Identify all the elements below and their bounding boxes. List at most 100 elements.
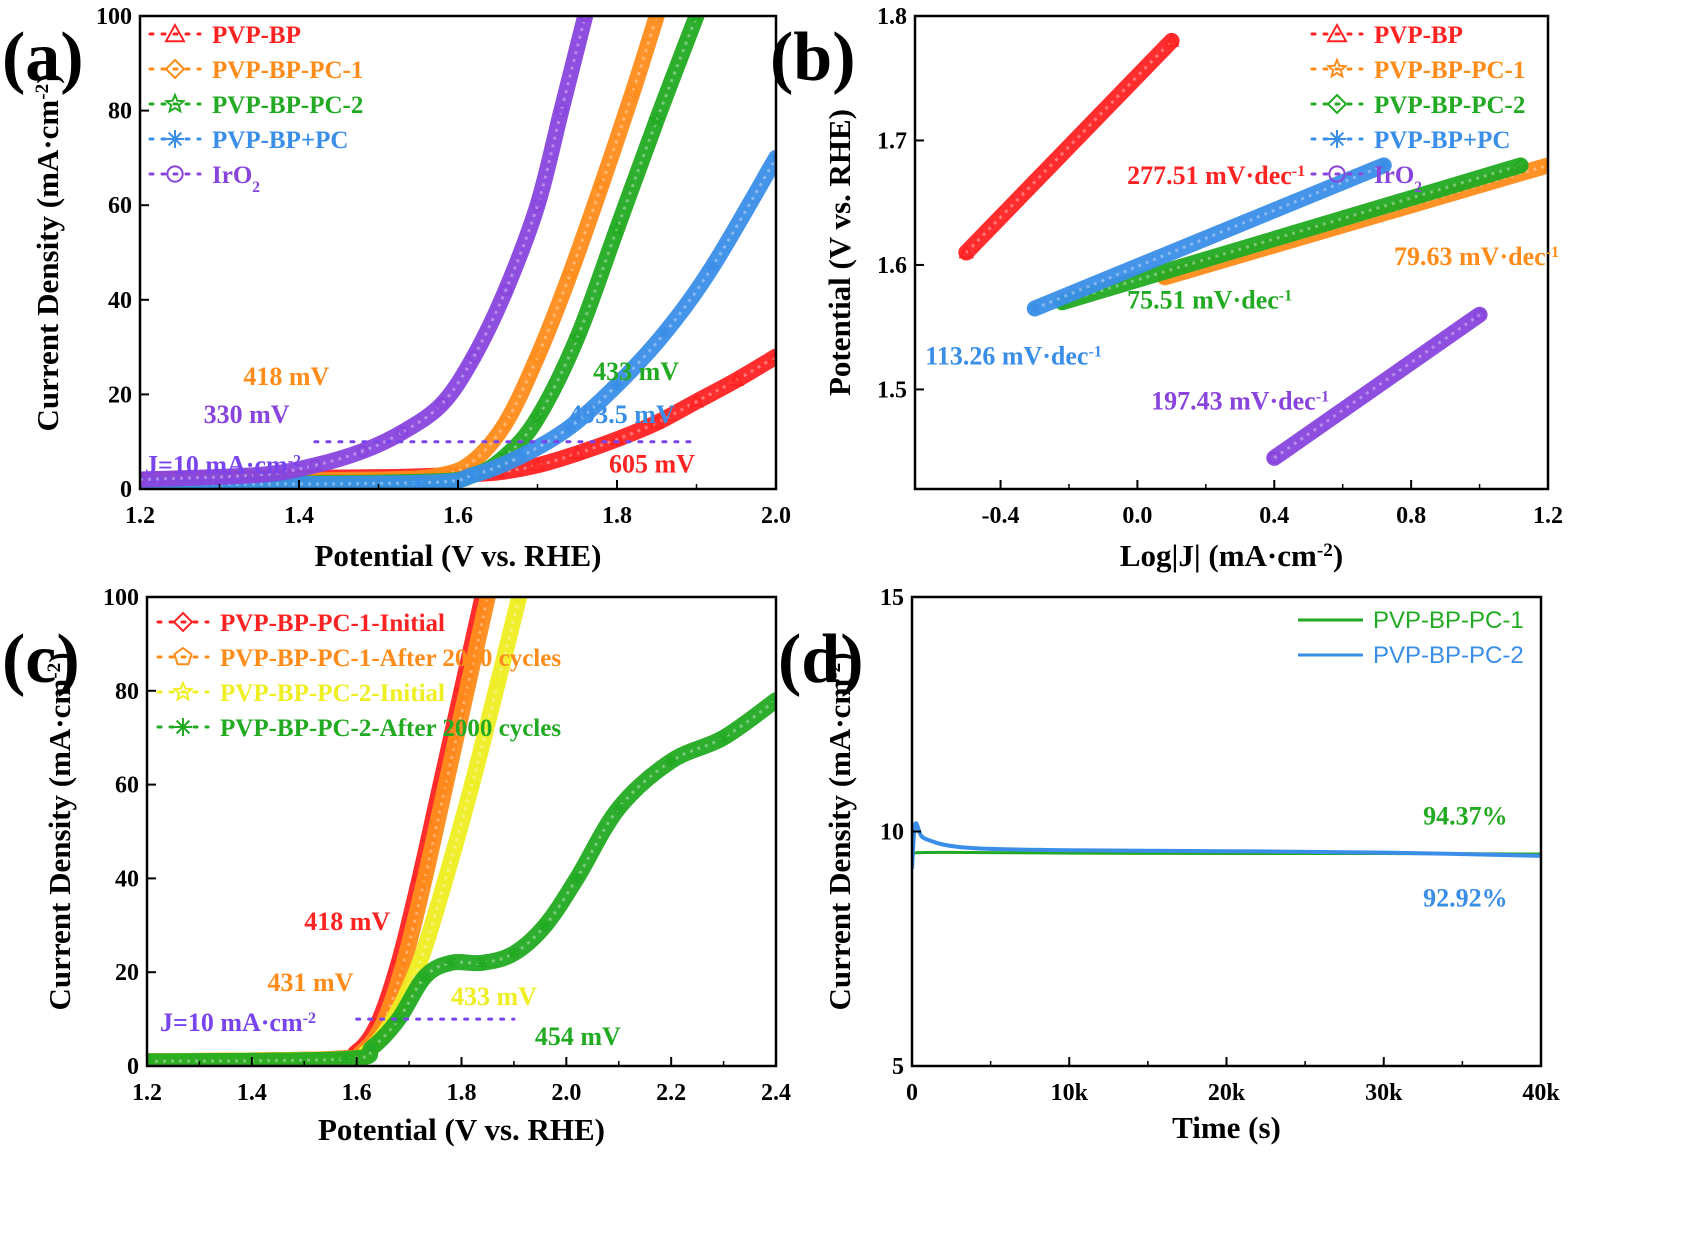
y-tick-label: 5 [892,1054,904,1080]
series-pvp-bp-pc [1026,157,1392,317]
legend-item-pvp-bp-pc-1: PVP-BP-PC-1 [1310,57,1525,84]
series-line-iro2 [1266,306,1488,466]
annotation-75-51-mv-dec: 75.51 mV·dec-1 [1127,286,1292,315]
y-tick-label: 0 [127,1054,139,1080]
x-tick-label: 1.4 [284,503,314,529]
data-point [691,16,702,23]
data-point [467,468,480,481]
series-iro2 [1266,306,1488,466]
legend-label: PVP-BP-PC-1 [212,57,363,84]
y-tick-label: 1.6 [877,253,907,279]
data-point [1268,451,1281,464]
legend-label: PVP-BP-PC-2-Initial [220,680,445,707]
x-tick-label: 0.8 [1396,503,1426,529]
legend-item-pvp-bp-pc-2: PVP-BP-PC-2 [148,92,363,119]
y-tick-label: 10 [880,820,904,846]
data-point [569,445,585,460]
y-tick-label: 15 [880,585,904,611]
legend-marker [166,165,184,183]
legend-item-pvp-bp-pc-2-after-2000-cycles: PVP-BP-PC-2-After 2000 cycles [156,715,561,742]
y-tick-label: 80 [108,99,132,125]
y-tick-label: 60 [115,773,139,799]
legend-label: PVP-BP-PC-2 [1373,642,1524,669]
x-axis-label: Potential (V vs. RHE) [314,538,601,573]
y-tick-label: 80 [115,679,139,705]
series-pvp-bp-pc-2 [912,821,1541,870]
x-tick-label: -0.4 [982,503,1020,529]
axes-frame [913,14,1550,491]
legend-marker [172,611,194,633]
series-texture-pvp-bp-pc-2 [1061,163,1522,304]
x-axis-label: Log|J| (mA·cm-2) [1120,538,1343,573]
data-point [706,260,719,273]
panel-d: 0 10k 20k 30k 40k 5 10 15 Time (s) Current Densit… [778,585,1560,1145]
data-point [308,459,321,472]
x-tick-label: 20k [1208,1080,1246,1106]
data-point [412,476,425,489]
legend-label: PVP-BP-PC-2 [212,92,363,119]
legend: PVP-BP PVP-BP-PC-1 PVP-BP-PC-2 PVP-BP+PC IrO… [1310,22,1525,196]
data-point [140,473,147,486]
series-line-pvp-bp [958,32,1180,261]
plot-area [912,821,1541,870]
y-tick-label: 60 [108,193,132,219]
legend-item-pvp-bp-pc-1-after-2000-cycles: PVP-BP-PC-1-After 2000 cycles [156,645,561,672]
data-point [688,393,705,408]
data-point [396,955,411,969]
plot-area [958,32,1548,466]
data-point [649,414,665,429]
x-tick-label: 2.4 [761,1080,791,1106]
series-line-pvp-bp-pc-2 [912,821,1541,870]
data-point [481,597,494,603]
panel-label: (a) [2,19,84,96]
annotation-431-mv: 431 mV [268,968,354,997]
x-tick-label: 30k [1365,1080,1403,1106]
x-tick-label: 0.4 [1259,503,1289,529]
panel-label: (b) [770,19,856,96]
plot-area [140,16,776,489]
data-point [1377,159,1390,172]
annotation-277-51-mv-dec: 277.51 mV·dec-1 [1127,161,1305,190]
data-point [665,755,678,768]
legend-item-pvp-bp-pc-1: PVP-BP-PC-1 [148,57,363,84]
annotation-92-92: 92.92% [1423,884,1508,913]
data-point [608,220,626,236]
y-axis-label: Potential (V vs. RHE) [822,109,857,396]
x-tick-label: 1.4 [237,1080,267,1106]
panel-a: J=10 mA·cm-2 1.2 1.4 1.6 1.8 2.0 0 20 40 60 80 100 P… [2,4,791,573]
y-tick-label: 1.7 [877,128,907,154]
legend-marker [164,22,186,43]
data-point [1513,157,1529,173]
y-tick-label: 40 [108,288,132,314]
legend-marker [1326,22,1348,43]
legend-label: PVP-BP+PC [1374,127,1510,154]
reference-line-label: J=10 mA·cm-2 [145,451,301,480]
legend-item-pvp-bp-pc-2-initial: PVP-BP-PC-2-Initial [156,680,445,707]
data-point [593,178,609,194]
data-point [411,954,428,970]
legend: PVP-BP-PC-1 PVP-BP-PC-2 [1298,607,1524,669]
y-tick-label: 100 [103,585,139,611]
data-point [563,421,576,434]
y-axis-label: Current Density (mA·cm-2) [822,652,857,1010]
legend-marker [1326,93,1348,115]
legend-item-pvp-bp-pc: PVP-BP+PC [148,127,348,154]
x-tick-label: 40k [1522,1080,1560,1106]
annotation-433-mv: 433 mV [451,982,537,1011]
y-tick-label: 1.8 [877,4,907,30]
x-tick-label: 0 [906,1080,918,1106]
legend-label: IrO2 [1374,162,1422,196]
data-point [459,683,474,697]
data-point [658,326,671,339]
data-point [515,449,528,462]
series-line-pvp-bp-pc [140,149,776,489]
legend-label: PVP-BP [212,22,301,49]
data-point [437,869,454,886]
data-point [445,956,458,969]
annotation-113-26-mv-dec: 113.26 mV·dec-1 [925,342,1102,371]
legend-marker [171,680,195,702]
x-tick-label: 2.2 [656,1080,686,1106]
legend: PVP-BP PVP-BP-PC-1 PVP-BP-PC-2 PVP-BP+PC IrO… [148,22,363,196]
data-point [514,597,525,604]
legend-item-pvp-bp-pc-2: PVP-BP-PC-2 [1298,642,1524,669]
